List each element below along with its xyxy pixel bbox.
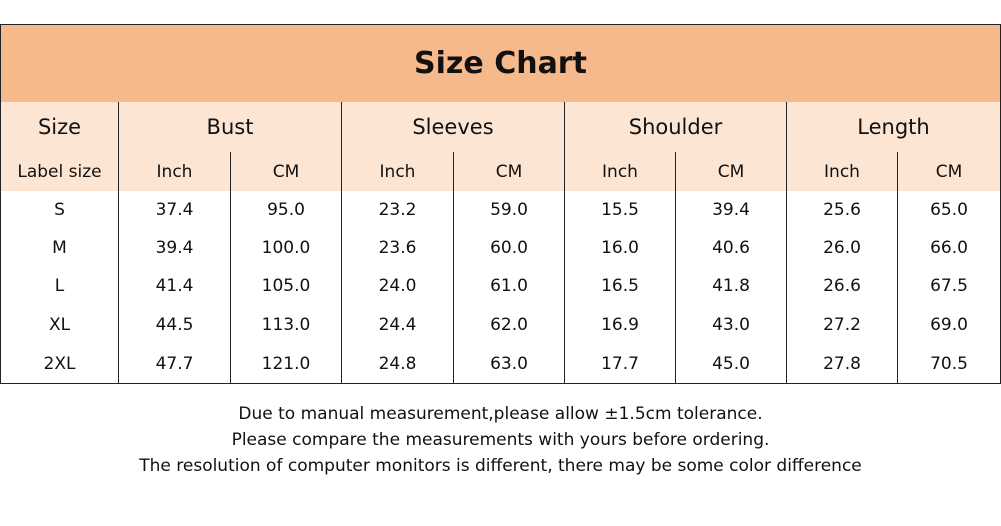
- sub-header: Inch: [342, 152, 454, 192]
- group-header: Bust: [119, 102, 342, 153]
- measurement: 105.0: [231, 267, 342, 306]
- measurement: 47.7: [119, 344, 231, 384]
- measurement: 24.4: [342, 305, 454, 345]
- sub-header: CM: [898, 152, 1001, 192]
- sub-header: Inch: [119, 152, 231, 192]
- measurement: 26.6: [787, 267, 898, 306]
- size-label: S: [0, 191, 119, 230]
- group-header: Sleeves: [342, 102, 565, 153]
- measurement: 23.6: [342, 229, 454, 268]
- size-label: XL: [0, 305, 119, 345]
- measurement: 113.0: [231, 305, 342, 345]
- measurement: 59.0: [454, 191, 565, 230]
- measurement: 41.4: [119, 267, 231, 306]
- measurement: 40.6: [676, 229, 787, 268]
- measurement: 24.0: [342, 267, 454, 306]
- table-title: Size Chart: [0, 24, 1001, 103]
- sub-header: Inch: [787, 152, 898, 192]
- group-header: Shoulder: [565, 102, 787, 153]
- measurement: 16.5: [565, 267, 676, 306]
- measurement: 67.5: [898, 267, 1001, 306]
- measurement: 23.2: [342, 191, 454, 230]
- sub-header: CM: [231, 152, 342, 192]
- measurement: 65.0: [898, 191, 1001, 230]
- measurement: 25.6: [787, 191, 898, 230]
- measurement: 16.0: [565, 229, 676, 268]
- size-label: L: [0, 267, 119, 306]
- measurement: 100.0: [231, 229, 342, 268]
- measurement: 15.5: [565, 191, 676, 230]
- measurement: 69.0: [898, 305, 1001, 345]
- sub-header: Inch: [565, 152, 676, 192]
- measurement: 61.0: [454, 267, 565, 306]
- measurement: 24.8: [342, 344, 454, 384]
- measurement: 45.0: [676, 344, 787, 384]
- measurement: 39.4: [119, 229, 231, 268]
- measurement: 16.9: [565, 305, 676, 345]
- measurement: 27.8: [787, 344, 898, 384]
- note: The resolution of computer monitors is d…: [139, 456, 862, 476]
- measurement: 66.0: [898, 229, 1001, 268]
- measurement: 70.5: [898, 344, 1001, 384]
- note: Please compare the measurements with you…: [231, 430, 770, 450]
- group-header: Length: [787, 102, 1001, 153]
- measurement: 39.4: [676, 191, 787, 230]
- measurement: 44.5: [119, 305, 231, 345]
- measurement: 26.0: [787, 229, 898, 268]
- size-label: 2XL: [0, 344, 119, 384]
- size-label: M: [0, 229, 119, 268]
- sub-header: CM: [454, 152, 565, 192]
- measurement: 62.0: [454, 305, 565, 345]
- group-header: Size: [0, 102, 119, 153]
- sub-header: Label size: [0, 152, 119, 192]
- measurement: 37.4: [119, 191, 231, 230]
- measurement: 17.7: [565, 344, 676, 384]
- note: Due to manual measurement,please allow ±…: [238, 404, 763, 424]
- measurement: 41.8: [676, 267, 787, 306]
- measurement: 63.0: [454, 344, 565, 384]
- measurement: 95.0: [231, 191, 342, 230]
- measurement: 27.2: [787, 305, 898, 345]
- measurement: 43.0: [676, 305, 787, 345]
- measurement: 60.0: [454, 229, 565, 268]
- measurement: 121.0: [231, 344, 342, 384]
- sub-header: CM: [676, 152, 787, 192]
